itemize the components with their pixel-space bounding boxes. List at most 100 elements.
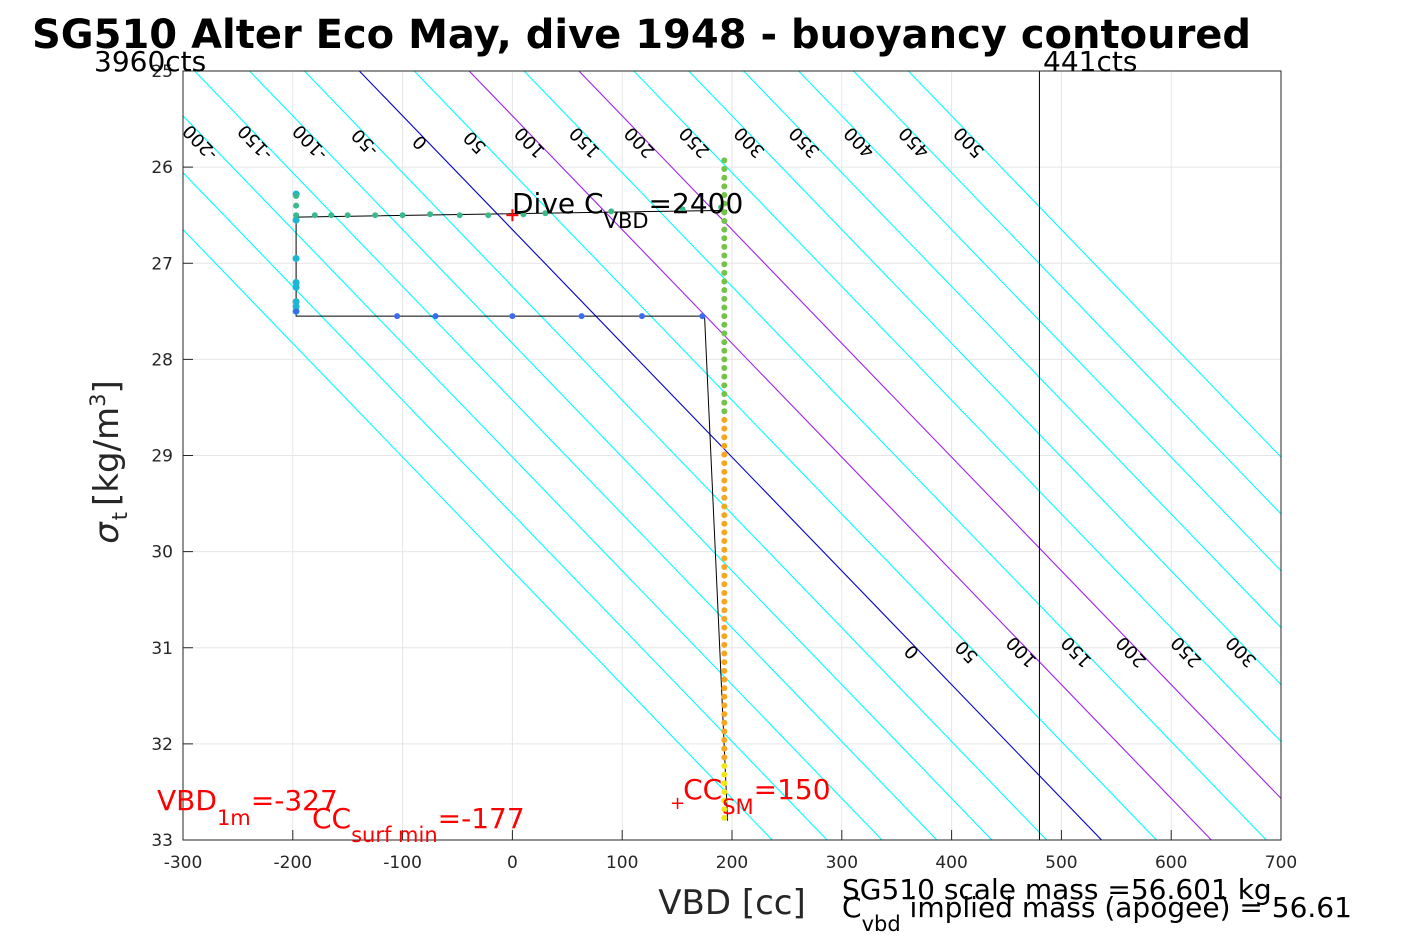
dive-point <box>721 442 728 449</box>
contour-label: 100 <box>511 122 550 161</box>
dive-point <box>721 788 728 795</box>
cc-sm-sub: SM <box>722 795 753 819</box>
dive-point <box>721 737 728 744</box>
buoyancy-contours <box>183 71 1281 840</box>
dive-point <box>721 745 728 752</box>
dive-cvbd-pre: Dive C <box>512 187 604 220</box>
dive-point <box>721 382 728 389</box>
dive-point <box>721 235 728 242</box>
dive-point <box>721 261 728 268</box>
dive-path-line <box>295 209 729 821</box>
implied-mass-annotation: Cvbd implied mass (apogee) = 56.61 <box>842 891 1352 936</box>
dive-point <box>721 564 728 571</box>
dive-point <box>721 771 728 778</box>
dive-point <box>328 212 335 219</box>
dive-cvbd-sub: VBD <box>604 209 649 233</box>
dive-point <box>721 667 728 674</box>
x-tick-label: 300 <box>826 853 858 873</box>
x-tick-label: 0 <box>507 853 518 873</box>
scale-mass-annotation: SG510 scale mass =56.601 kg <box>842 873 1272 906</box>
contour-label: 350 <box>785 122 824 161</box>
dive-point <box>721 269 728 276</box>
dive-point <box>721 555 728 562</box>
cc-surf-min-post: =-177 <box>438 802 525 835</box>
contour-label: -150 <box>234 120 277 164</box>
dive-point <box>721 814 728 821</box>
x-tick-label: 700 <box>1265 853 1297 873</box>
dive-point <box>721 460 728 467</box>
dive-point <box>721 373 728 380</box>
cc-surf-min-pre: CC <box>312 802 351 835</box>
dive-point <box>721 200 728 207</box>
x-axis-ticks: -300 -200 -100 0 100 200 300 400 500 600 700 <box>164 830 1297 873</box>
dive-point <box>721 416 728 423</box>
contour-line <box>743 71 1281 629</box>
y-label-sigma: σ <box>87 521 127 544</box>
dive-point <box>608 208 615 215</box>
dive-point <box>721 754 728 761</box>
dive-point <box>344 212 351 219</box>
x-tick-label: 500 <box>1045 853 1077 873</box>
dive-point <box>721 676 728 683</box>
contour-line <box>413 71 1157 840</box>
contour-label: 450 <box>895 122 934 161</box>
x-tick-label: -100 <box>383 853 422 873</box>
contour-label: -100 <box>289 120 332 164</box>
dive-point <box>292 298 300 306</box>
dive-point <box>721 711 728 718</box>
contour-line <box>468 71 1212 840</box>
y-label-units: [kg/m <box>87 407 127 506</box>
dive-path <box>295 209 729 821</box>
cc-surf-min-annotation: CCsurf min=-177 <box>312 802 525 847</box>
dive-point <box>721 209 728 216</box>
dive-point <box>721 243 728 250</box>
y-axis-label: σt [kg/m3] <box>86 380 132 544</box>
dive-point <box>721 278 728 285</box>
dive-point <box>721 486 728 493</box>
dive-point <box>721 390 728 397</box>
dive-point <box>721 434 728 441</box>
y-tick-label: 32 <box>151 735 173 755</box>
dive-point <box>721 693 728 700</box>
dive-point <box>721 589 728 596</box>
dive-point <box>372 212 379 219</box>
dive-point <box>292 303 300 311</box>
dive-point <box>721 287 728 294</box>
contour-label: 300 <box>730 122 769 161</box>
dive-point <box>427 211 434 218</box>
dive-point <box>721 339 728 346</box>
dive-point <box>509 313 516 320</box>
dive-point <box>721 166 728 173</box>
dive-point <box>721 615 728 622</box>
contour-label: 200 <box>620 122 659 161</box>
dive-point <box>721 157 728 164</box>
contour-label: 150 <box>1057 632 1096 671</box>
cc-sm-annotation: +CCSM=150 <box>670 773 831 819</box>
cc-sm-post: =150 <box>754 773 831 806</box>
implied-mass-post: implied mass (apogee) = 56.61 <box>901 891 1352 924</box>
dive-point <box>394 313 401 320</box>
y-label-sub: t <box>108 512 132 520</box>
x-tick-label: 100 <box>606 853 638 873</box>
cc-sm-marker: + <box>670 793 685 814</box>
y-label-sup: 3 <box>86 393 110 406</box>
contour-line <box>633 71 1281 743</box>
dive-point <box>721 365 728 372</box>
dive-point <box>721 806 728 813</box>
y-label-close: ] <box>87 380 127 393</box>
dive-point <box>721 356 728 363</box>
dive-point <box>638 313 645 320</box>
contour-label: 300 <box>1222 632 1261 671</box>
dive-point <box>721 520 728 527</box>
dive-point <box>721 347 728 354</box>
dive-point <box>293 202 300 209</box>
dive-point <box>721 408 728 415</box>
contour-line <box>183 171 828 840</box>
dive-point <box>721 295 728 302</box>
dive-point <box>721 174 728 181</box>
y-tick-label: 30 <box>151 543 173 563</box>
dive-point <box>721 633 728 640</box>
dive-point <box>578 313 585 320</box>
dive-point <box>721 598 728 605</box>
